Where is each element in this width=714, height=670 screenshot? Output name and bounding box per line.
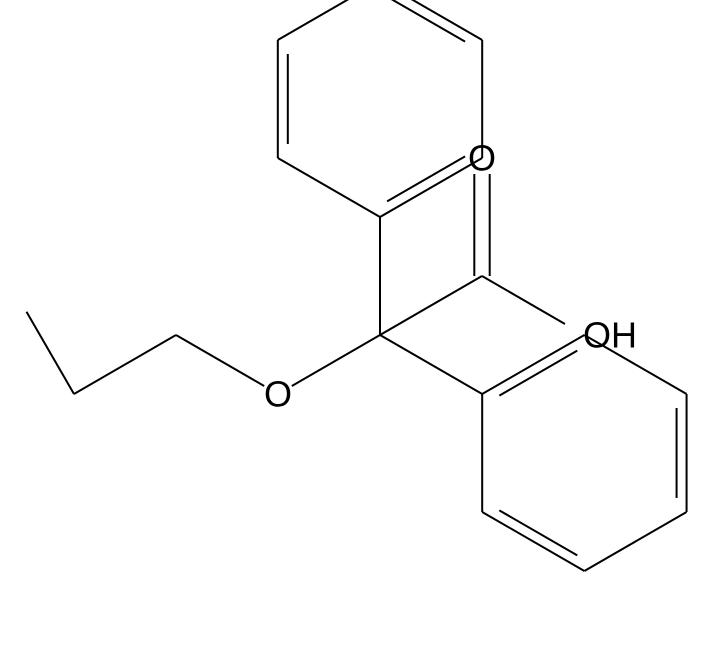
- molecule-structure: OOHO: [0, 0, 714, 670]
- svg-text:O: O: [264, 374, 292, 415]
